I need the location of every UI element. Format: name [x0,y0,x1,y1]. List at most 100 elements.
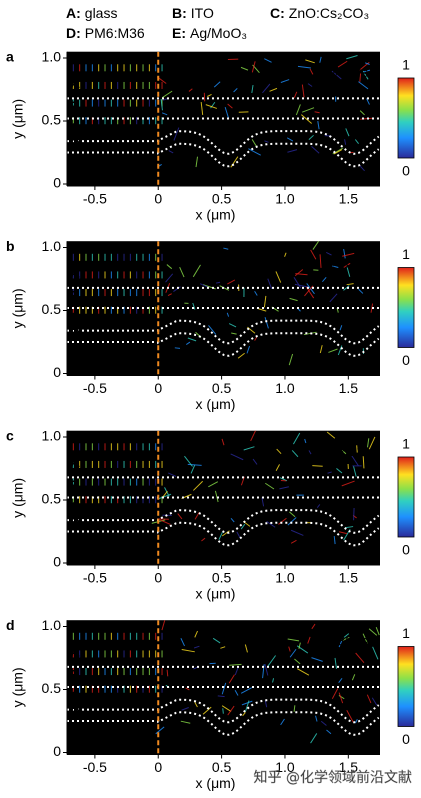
field-arrow [187,463,202,466]
colorbar-label: 0 [402,731,410,747]
layer-label: B [70,98,80,114]
field-arrow [222,708,224,714]
field-arrow [295,104,301,116]
field-arrow [266,521,276,528]
field-arrow [345,128,350,137]
field-arrow [193,480,203,491]
field-arrow [161,90,173,99]
x-axis-label: x (μm) [196,396,236,412]
field-arrow [252,458,258,465]
region-label: w/ ASCC [250,542,307,558]
field-arrow [326,729,332,735]
colorbar [397,456,415,538]
field-arrow [161,112,168,116]
field-arrow [199,283,209,288]
legend-item: B: ITO [172,5,214,21]
field-arrow [227,103,233,109]
x-tick-label: -0.5 [83,570,107,586]
plot-content [67,51,380,186]
legend-item: A: glass [66,5,117,21]
field-arrow [250,430,257,442]
field-arrow [337,60,348,68]
field-arrow [214,490,219,503]
field-arrow [314,111,320,114]
layer-label: E [70,353,79,369]
x-tick-label: 1.0 [275,380,295,396]
field-arrow [173,127,180,141]
field-arrow [368,628,378,636]
field-arrow [338,692,344,704]
field-arrow [341,449,347,455]
y-tick-label: 0 [53,364,61,380]
field-arrow [301,84,305,98]
field-arrow [181,707,189,711]
x-tick-label: 0.5 [212,380,232,396]
field-arrow [338,678,343,684]
x-tick-label: -0.5 [83,191,107,207]
layer-label: B [70,477,80,493]
field-arrow [356,445,358,453]
field-arrow [228,674,235,684]
field-arrow [304,438,307,444]
field-arrow [353,466,357,477]
x-tick-label: -0.5 [83,380,107,396]
field-arrow [194,512,200,520]
field-arrow [264,663,269,676]
y-tick-label: 0 [53,554,61,570]
field-arrow [364,62,370,65]
field-arrow [275,271,282,283]
y-axis-label: y (μm) [10,288,26,328]
field-arrow [162,490,168,498]
field-arrow [280,718,285,726]
field-arrow [297,65,311,69]
time-label: @11 fs [324,64,368,80]
field-arrow [359,110,365,116]
field-arrow [287,517,297,526]
x-tick-label: 1.5 [339,759,359,775]
field-arrow [331,70,342,80]
layer-label: C [70,498,80,514]
legend-item: C: ZnO:Cs₂CO₃ [270,5,369,21]
field-arrow [287,149,298,153]
field-arrow [339,325,343,331]
field-arrow [251,84,254,94]
field-arrow [344,139,347,145]
field-arrow [345,526,354,529]
time-label: @18 fs [323,253,368,269]
field-arrow [244,644,248,653]
field-arrow [173,286,181,292]
field-arrow [155,726,165,735]
field-arrow [307,83,313,87]
time-label: @30 fs [323,632,368,648]
field-arrow [294,269,304,277]
y-tick-label: 0.5 [42,491,62,507]
x-tick-label: -0.5 [83,759,107,775]
y-tick-label: 0 [53,743,61,759]
interface [67,319,380,345]
field-arrow [240,66,249,71]
colorbar [397,77,415,159]
field-arrow [262,83,271,94]
field-arrow [297,668,310,676]
field-arrow [375,627,380,636]
colorbar-label: 0 [402,542,410,558]
field-arrow [342,636,350,641]
y-tick-label: 1.0 [42,238,62,254]
layer-label: E [70,732,79,748]
field-arrow [221,705,232,712]
colorbar [397,646,415,727]
field-arrow [337,345,343,356]
field-arrow [234,690,239,696]
field-arrow [265,482,275,490]
field-arrow [212,637,221,644]
field-arrow [333,149,343,155]
field-arrow [224,106,229,118]
field-arrow [341,480,355,487]
interface [67,711,380,736]
field-arrow [227,705,235,716]
x-tick-label: 1.0 [275,191,295,207]
field-arrow [184,455,193,467]
field-arrow [185,687,190,691]
field-arrow [280,79,290,83]
